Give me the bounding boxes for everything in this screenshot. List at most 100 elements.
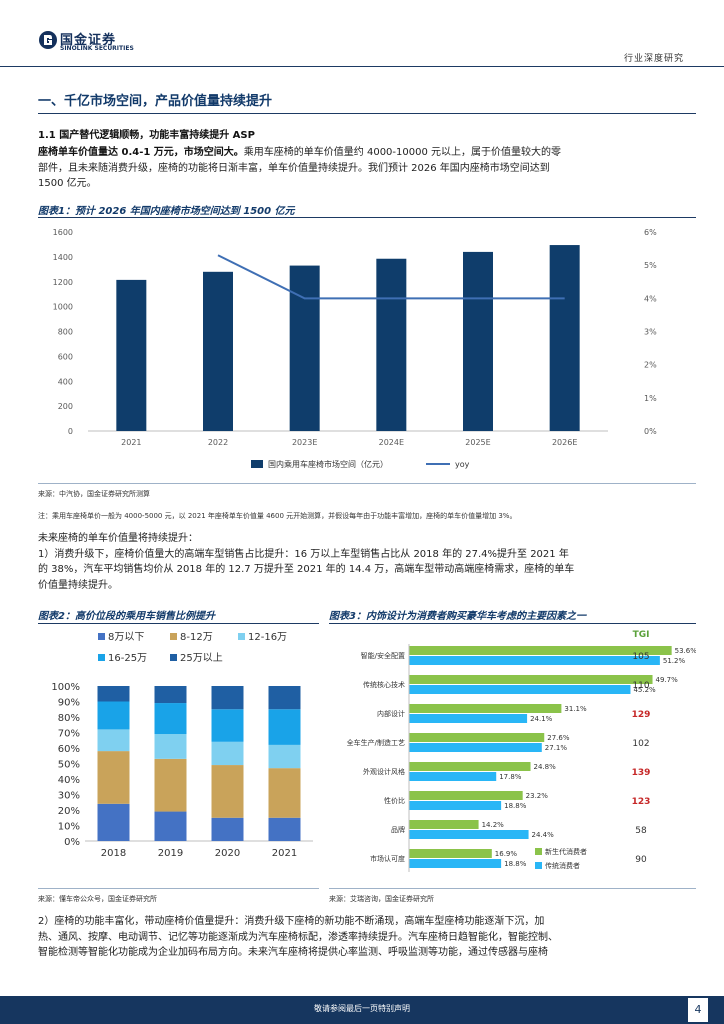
fig3-title: 图表3：内饰设计为消费者购买豪华车考虑的主要因素之一 [329, 611, 586, 622]
fig3-bar [409, 859, 502, 868]
fig1-left-tick: 1000 [53, 303, 73, 312]
fig3-bar [409, 675, 653, 684]
fig1-note: 注：乘用车座椅单价一般为 4000-5000 元，以 2021 年座椅单车价值量… [38, 512, 517, 520]
company-logo: 国金证券 SINOLINK SECURITIES [38, 28, 148, 56]
fig2-legend-swatch [98, 633, 105, 640]
fig2-x-tick: 2021 [272, 848, 297, 859]
fig1-source: 来源：中汽协，国金证券研究所测算 [38, 490, 150, 498]
fig2-bar-segment [154, 758, 187, 812]
fig3-bar-label: 45.2% [633, 686, 656, 694]
point1-line1: 1）消费升级下，座椅价值量大的高端车型销售占比提升：16 万以上车型销售占比从 … [38, 548, 569, 560]
fig2-legend-label: 25万以上 [180, 652, 223, 664]
fig3-bar [409, 801, 502, 810]
fig2-y-tick: 70% [58, 729, 80, 740]
fig1-legend-bar-label: 国内乘用车座椅市场空间（亿元） [268, 459, 388, 469]
fig1-right-tick: 4% [644, 294, 657, 303]
fig3-bar [409, 791, 523, 800]
fig1-bar [463, 251, 493, 431]
fig2-y-tick: 0% [64, 837, 80, 848]
section-divider [38, 113, 696, 114]
para1-line3: 1500 亿元。 [38, 178, 97, 189]
fig1-bar [116, 279, 147, 431]
fig3-title-divider [329, 623, 696, 624]
fig2-bar-segment [154, 734, 187, 759]
fig3-source: 来源：艾瑞咨询，国金证券研究所 [329, 895, 434, 903]
fig2-bar-segment [268, 686, 301, 710]
fig3-bar [409, 714, 528, 723]
fig1-chart: 0 200 400 600 800 1000 1200 1400 1600 0% 1% 2% 3% 4% 5… [53, 228, 657, 469]
future-intro: 未来座椅的单车价值量将持续提升： [38, 533, 198, 544]
fig3-bar-label: 24.8% [534, 763, 557, 771]
fig2-chart: 8万以下 8-12万 12-16万 16-25万 25万以上 0% 10% 20% 30% 40%… [51, 632, 313, 859]
fig1-legend-bar-swatch [251, 460, 263, 468]
fig3-bar-label: 49.7% [656, 676, 679, 684]
fig3-bar-label: 51.2% [663, 657, 686, 665]
fig1-title-divider [38, 217, 696, 218]
fig3-tgi-value: 58 [635, 826, 647, 836]
fig3-legend-swatch [535, 862, 542, 869]
fig1-bottom-divider [38, 483, 696, 484]
fig3-category-label: 全车生产/制造工艺 [347, 738, 405, 747]
fig2-bar-segment [97, 729, 130, 752]
subsection-title: 1.1 国产替代逻辑顺畅，功能丰富持续提升 ASP [38, 130, 255, 141]
fig1-x-tick: 2025E [465, 438, 490, 447]
point1-line3: 价值量持续提升。 [38, 579, 118, 591]
fig1-title: 图表1：预计 2026 年国内座椅市场空间达到 1500 亿元 [38, 206, 295, 217]
fig3-tgi-value: 139 [632, 768, 651, 778]
fig3-bar [409, 762, 531, 771]
point2-line1: 2）座椅的功能丰富化，带动座椅价值量提升：消费升级下座椅的新功能不断涌现，高端车… [38, 916, 545, 927]
fig2-x-tick: 2019 [158, 848, 183, 859]
fig1-bar [376, 258, 407, 431]
point2-line3: 智能检测等智能化功能成为企业加码布局方向。未来汽车座椅将提供心率监测、呼吸监测等… [38, 947, 548, 958]
point2-line2: 热、通风、按摩、电动调节、记忆等功能逐渐成为汽车座椅标配，渗透率持续提升。汽车座… [38, 931, 558, 943]
fig2-legend-swatch [170, 654, 177, 661]
fig2-y-tick: 100% [51, 682, 80, 693]
fig2-bar-segment [268, 817, 301, 841]
fig1-x-tick: 2026E [552, 438, 577, 447]
fig1-x-tick: 2024E [379, 438, 404, 447]
fig3-bar-label: 18.8% [504, 860, 527, 868]
para1-bold: 座椅单车价值量达 0.4-1 万元，市场空间大。 [38, 147, 244, 158]
fig1-left-tick: 600 [58, 352, 73, 361]
page-number: 4 [688, 998, 708, 1022]
fig1-x-tick: 2021 [121, 438, 141, 447]
fig3-bar-label: 27.1% [545, 744, 568, 752]
fig1-left-tick: 0 [68, 427, 73, 436]
fig1-right-tick: 3% [644, 328, 657, 337]
fig3-legend-label: 新生代消费者 [545, 847, 587, 856]
fig3-bottom-divider [329, 888, 696, 889]
fig3-bar-label: 24.1% [530, 715, 553, 723]
fig2-source: 来源：懂车帝公众号，国金证券研究所 [38, 895, 157, 903]
fig2-legend-label: 8万以下 [108, 632, 144, 643]
fig3-chart: TGI智能/安全配置53.6%51.2%105传统核心技术49.7%45.2%1… [347, 630, 696, 872]
fig1-bar [289, 265, 320, 431]
fig2-y-tick: 30% [58, 791, 80, 802]
fig2-y-tick: 40% [58, 775, 80, 786]
footer-bar [0, 996, 724, 1024]
fig1-x-tick: 2022 [208, 438, 228, 447]
fig3-bar-label: 16.9% [495, 850, 518, 858]
fig3-category-label: 市场认可度 [370, 854, 405, 863]
fig3-tgi-value: 105 [632, 652, 649, 662]
fig3-bar-label: 23.2% [526, 792, 549, 800]
fig1-right-tick: 1% [644, 394, 657, 403]
fig1-bar [203, 271, 233, 431]
fig1-right-tick: 0% [644, 427, 657, 436]
fig2-bar-segment [154, 811, 187, 841]
fig1-right-tick: 5% [644, 261, 657, 270]
paragraph-market-size: 座椅单车价值量达 0.4-1 万元，市场空间大。乘用车座椅的单车价值量约 400… [38, 145, 690, 192]
para1-line2: 部件，且未来随消费升级，座椅的功能将日渐丰富，单车价值量持续提升。我们预计 20… [38, 162, 550, 174]
fig3-bar-label: 24.4% [532, 831, 555, 839]
fig2-bar-segment [211, 817, 244, 841]
fig1-bar [549, 245, 580, 431]
fig2-legend-swatch [238, 633, 245, 640]
fig2-bar-segment [154, 686, 187, 704]
fig3-tgi-value: 129 [632, 710, 651, 720]
fig2-y-tick: 20% [58, 806, 80, 817]
fig3-category-label: 智能/安全配置 [361, 651, 405, 660]
fig1-left-tick: 200 [58, 402, 73, 411]
fig3-bar [409, 743, 542, 752]
footer-disclaimer: 敬请参阅最后一页特别声明 [314, 1004, 410, 1013]
fig2-bar-segment [97, 803, 130, 841]
fig2-y-tick: 80% [58, 713, 80, 724]
